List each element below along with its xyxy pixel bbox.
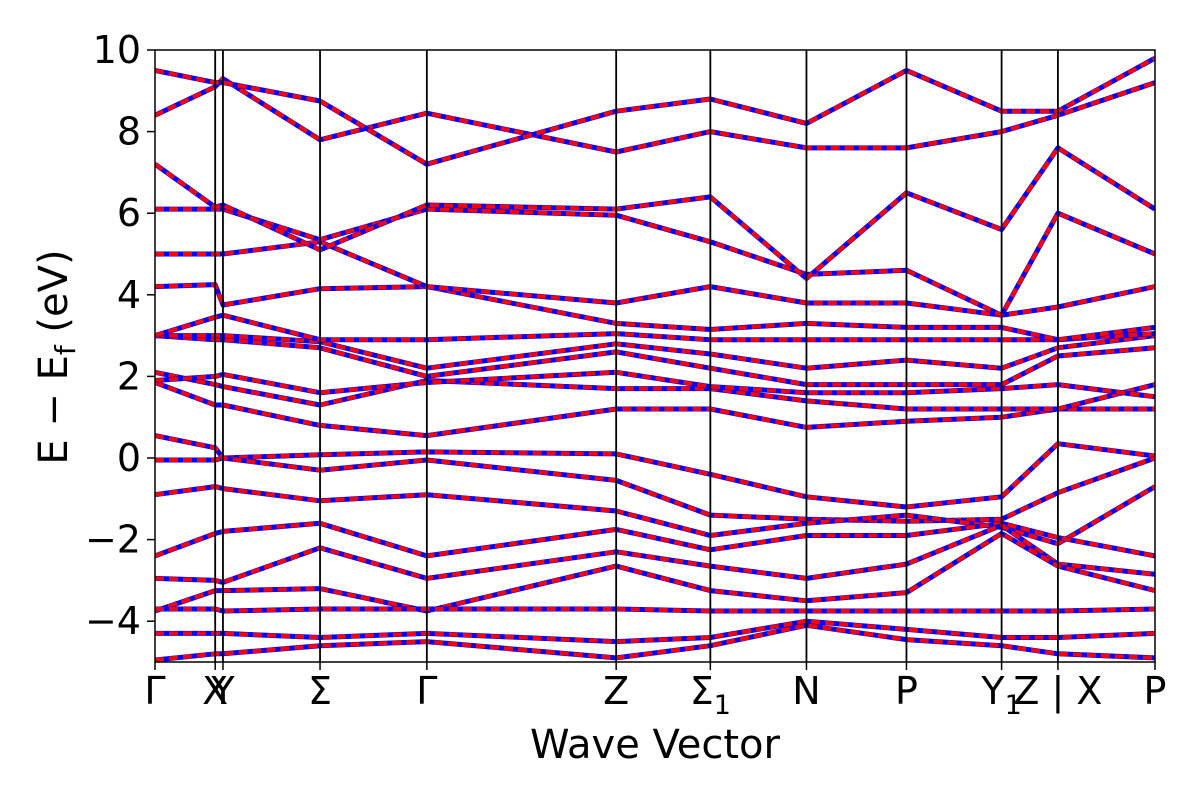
x-tick-label: P — [1144, 669, 1167, 713]
y-tick-label: 8 — [117, 110, 141, 154]
x-tick-label: Z | X — [1013, 669, 1102, 714]
band-7-underlay — [155, 606, 1155, 614]
x-tick-label: X — [202, 669, 228, 713]
y-ticks-layer: −4 −2 0 2 4 6 8 10 — [85, 28, 155, 643]
y-tick-label: 4 — [117, 273, 141, 317]
band-20-underlay — [155, 76, 1155, 155]
y-tick-label: 2 — [117, 354, 141, 398]
band-17 — [155, 239, 1155, 318]
x-tick-label: N — [792, 669, 820, 713]
y-tick-label: −4 — [85, 599, 141, 643]
band-9 — [155, 623, 1155, 662]
band-10 — [155, 380, 1155, 438]
band-12 — [155, 370, 1155, 399]
x-tick-label: Σ1 — [690, 669, 731, 721]
x-tick-label: Γ — [144, 669, 165, 713]
y-tick-label: 10 — [93, 28, 141, 72]
x-tick-label: Γ — [416, 669, 437, 713]
y-tick-label: 6 — [117, 191, 141, 235]
band-4 — [155, 521, 1155, 558]
band-18 — [155, 207, 1155, 318]
band-19 — [155, 145, 1155, 281]
y-axis-title-base: E − E — [31, 355, 77, 465]
x-tick-label: Y1 — [980, 669, 1021, 721]
band-9-underlay — [155, 622, 1155, 662]
band-3 — [155, 484, 1155, 546]
band-11-underlay — [155, 369, 1155, 412]
band-14-underlay — [155, 333, 1155, 371]
band-16 — [155, 282, 1155, 342]
x-tick-label: Σ — [308, 669, 332, 713]
band-13-underlay — [155, 333, 1155, 388]
band-8-underlay — [155, 618, 1155, 645]
x-tick-label: Y — [210, 669, 235, 713]
band-7 — [155, 607, 1155, 613]
x-axis-title: Wave Vector — [530, 722, 781, 768]
band-15 — [155, 313, 1155, 342]
band-20 — [155, 76, 1155, 154]
band-2 — [155, 433, 1155, 524]
y-axis-title-sub: f — [49, 344, 82, 355]
plot-frame — [154, 49, 1156, 663]
kpoint-lines-layer — [214, 50, 1059, 662]
band-8 — [155, 619, 1155, 644]
y-tick-label: −2 — [85, 518, 141, 562]
band-6 — [155, 531, 1155, 613]
x-tick-label: Z — [603, 669, 629, 713]
y-axis-title: E − Ef (eV) — [31, 249, 82, 464]
band-21 — [155, 56, 1155, 167]
band-1 — [155, 441, 1155, 509]
band-19-underlay — [155, 145, 1155, 281]
band-5 — [155, 523, 1155, 585]
x-tick-label: P — [895, 669, 918, 713]
band-6-underlay — [155, 531, 1155, 614]
y-axis-title-unit: (eV) — [31, 249, 77, 345]
band-2-underlay — [155, 433, 1155, 524]
y-tick-label: 0 — [117, 436, 141, 480]
bands-layer — [155, 56, 1155, 662]
